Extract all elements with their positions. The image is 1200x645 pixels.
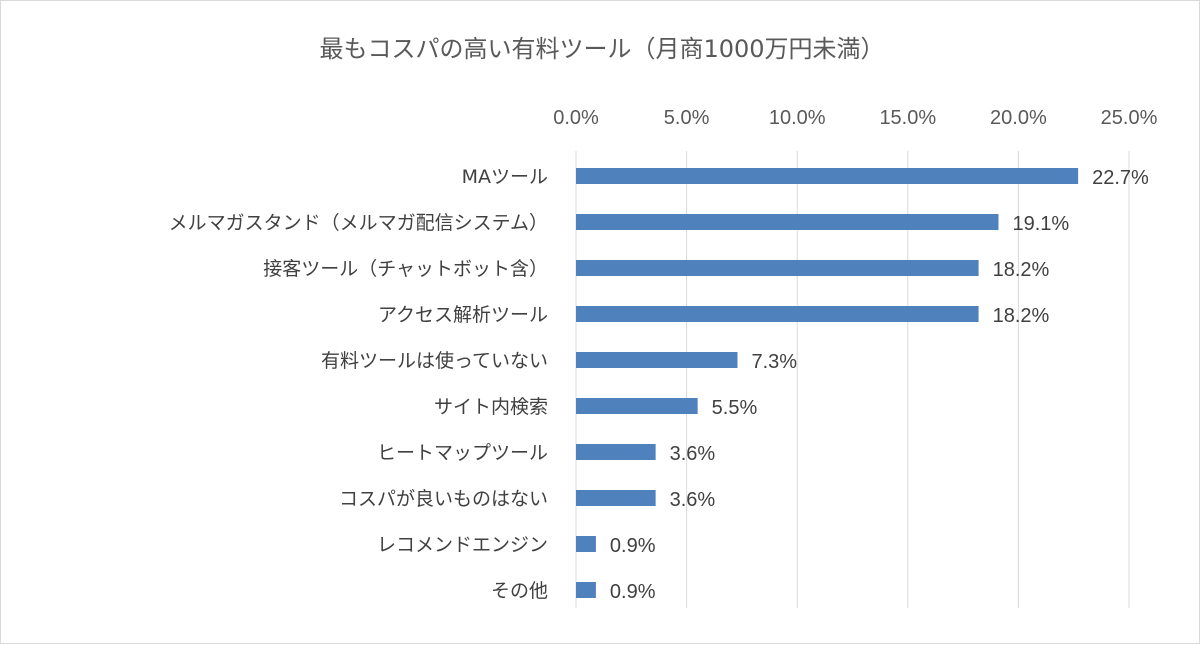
chart-title: 最もコスパの高い有料ツール（月商1000万円未満） (319, 35, 884, 63)
x-tick-label: 10.0% (769, 107, 826, 129)
value-labels: 22.7% 19.1% 18.2% 18.2% 7.3% 5.5% 3.6% 3.6% 0.9%… (610, 167, 1149, 603)
x-axis-ticks: 0.0% 5.0% 10.0% 15.0% 20.0% 25.0% (553, 107, 1157, 129)
data-label: 0.9% (610, 535, 656, 557)
data-label: 3.6% (670, 443, 716, 465)
data-label: 18.2% (993, 305, 1050, 327)
x-tick-label: 25.0% (1101, 107, 1158, 129)
bar (576, 306, 979, 322)
data-label: 3.6% (670, 489, 716, 511)
category-label: 有料ツールは使っていない (321, 350, 548, 372)
category-label: サイト内検索 (434, 396, 548, 418)
bar (576, 352, 738, 368)
x-tick-label: 20.0% (990, 107, 1047, 129)
bar (576, 444, 656, 460)
bar (576, 398, 698, 414)
category-label: アクセス解析ツール (378, 304, 548, 326)
bar (576, 490, 656, 506)
data-label: 18.2% (993, 259, 1050, 281)
data-label: 7.3% (751, 351, 797, 373)
category-label: MAツール (462, 166, 548, 188)
x-tick-label: 5.0% (664, 107, 710, 129)
data-label: 5.5% (712, 397, 758, 419)
data-label: 0.9% (610, 581, 656, 603)
bar (576, 260, 979, 276)
data-label: 19.1% (1012, 213, 1069, 235)
category-label: レコメンドエンジン (377, 534, 548, 556)
bars (576, 168, 1079, 598)
bar (576, 536, 596, 552)
x-tick-label: 0.0% (553, 107, 599, 129)
category-label: 接客ツール（チャットボット含） (263, 258, 548, 280)
data-label: 22.7% (1092, 167, 1149, 189)
bar (576, 214, 999, 230)
bar (576, 582, 596, 598)
category-label: その他 (491, 580, 548, 602)
category-label: ヒートマップツール (377, 442, 548, 464)
bar (576, 168, 1079, 184)
category-label: コスパが良いものはない (339, 488, 548, 510)
category-label: メルマガスタンド（メルマガ配信システム） (169, 212, 548, 234)
x-tick-label: 15.0% (879, 107, 936, 129)
